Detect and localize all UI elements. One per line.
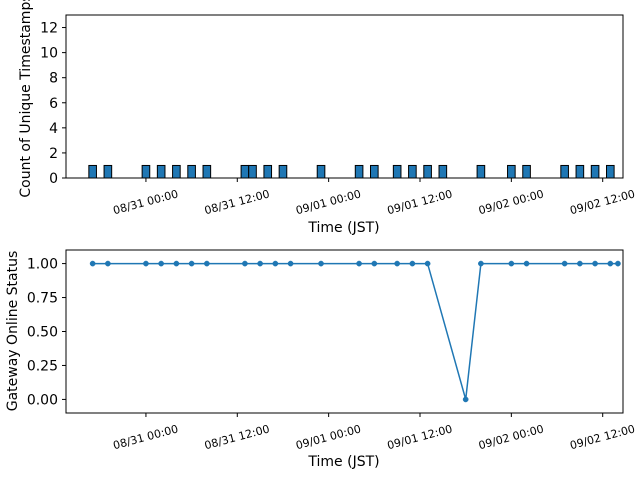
bar	[156, 164, 166, 179]
bar	[202, 164, 212, 179]
data-point	[143, 260, 149, 267]
data-point	[577, 260, 583, 267]
data-point	[203, 260, 210, 267]
bar-chart-y-tick-label: 6	[49, 96, 58, 112]
bar-chart-x-axis-title: Time (JST)	[307, 220, 379, 236]
data-point	[561, 260, 568, 267]
bar-chart-y-tick-label: 10	[40, 46, 58, 62]
line-chart-x-axis-title: Time (JST)	[307, 454, 379, 470]
bar	[248, 164, 257, 179]
data-point	[257, 260, 263, 267]
bar-chart-frame	[65, 14, 624, 179]
bar	[370, 164, 379, 179]
data-point	[523, 260, 530, 267]
data-point	[242, 260, 248, 267]
data-point	[592, 260, 598, 267]
bar-chart-bars	[88, 164, 615, 179]
line-chart-y-axis-title: Gateway Online Status	[5, 251, 21, 412]
line-chart-y-ticks: 0.00 0.25 0.50 0.75 1.00	[27, 257, 66, 408]
data-point	[371, 260, 378, 267]
bar	[590, 164, 600, 179]
bar	[408, 164, 417, 179]
bar	[423, 164, 432, 179]
bar-chart-y-tick-label: 12	[40, 21, 58, 37]
data-point	[424, 260, 431, 267]
bar-chart-y-tick-label: 0	[49, 171, 58, 187]
bar	[141, 164, 151, 179]
line-chart-y-tick-label: 0.00	[27, 392, 58, 408]
bar	[263, 164, 273, 179]
bar	[354, 164, 364, 179]
bar	[392, 164, 402, 179]
line-chart-y-tick-label: 0.25	[27, 358, 58, 374]
data-point	[615, 260, 621, 267]
data-point	[89, 260, 96, 267]
data-point	[478, 260, 484, 267]
data-point	[105, 260, 111, 267]
bar	[438, 164, 448, 179]
bar-chart-y-axis-title: Count of Unique Timestamps	[18, 0, 34, 198]
bar	[88, 164, 97, 179]
line-chart-points	[89, 260, 621, 403]
bar	[560, 164, 569, 179]
bar-chart-y-tick-label: 4	[49, 121, 58, 137]
bar	[522, 164, 531, 179]
bar	[606, 164, 615, 179]
bar	[316, 164, 326, 179]
data-point	[173, 260, 180, 267]
data-point	[188, 260, 195, 267]
bar	[103, 164, 113, 179]
data-point	[409, 260, 416, 267]
bar	[278, 164, 288, 179]
data-point	[287, 260, 294, 267]
data-point	[462, 396, 469, 403]
bar	[476, 164, 486, 179]
data-point	[272, 260, 279, 267]
data-point	[356, 260, 362, 267]
bar-chart-y-tick-label: 8	[49, 71, 58, 87]
line-chart-y-tick-label: 1.00	[27, 257, 58, 273]
bar-chart-y-ticks: 0 2 4 6 8 10 12	[40, 21, 66, 187]
data-point	[607, 260, 614, 267]
data-point	[394, 260, 401, 267]
bar	[507, 164, 516, 179]
data-point	[508, 260, 515, 267]
bar	[187, 164, 196, 179]
line-chart-y-tick-label: 0.50	[27, 325, 58, 341]
bar-chart-y-tick-label: 2	[49, 146, 58, 162]
line-chart-y-tick-label: 0.75	[27, 291, 58, 307]
data-point	[318, 260, 324, 267]
bar	[240, 164, 250, 179]
bar	[575, 164, 585, 179]
data-point	[158, 260, 165, 267]
bar	[172, 164, 181, 179]
